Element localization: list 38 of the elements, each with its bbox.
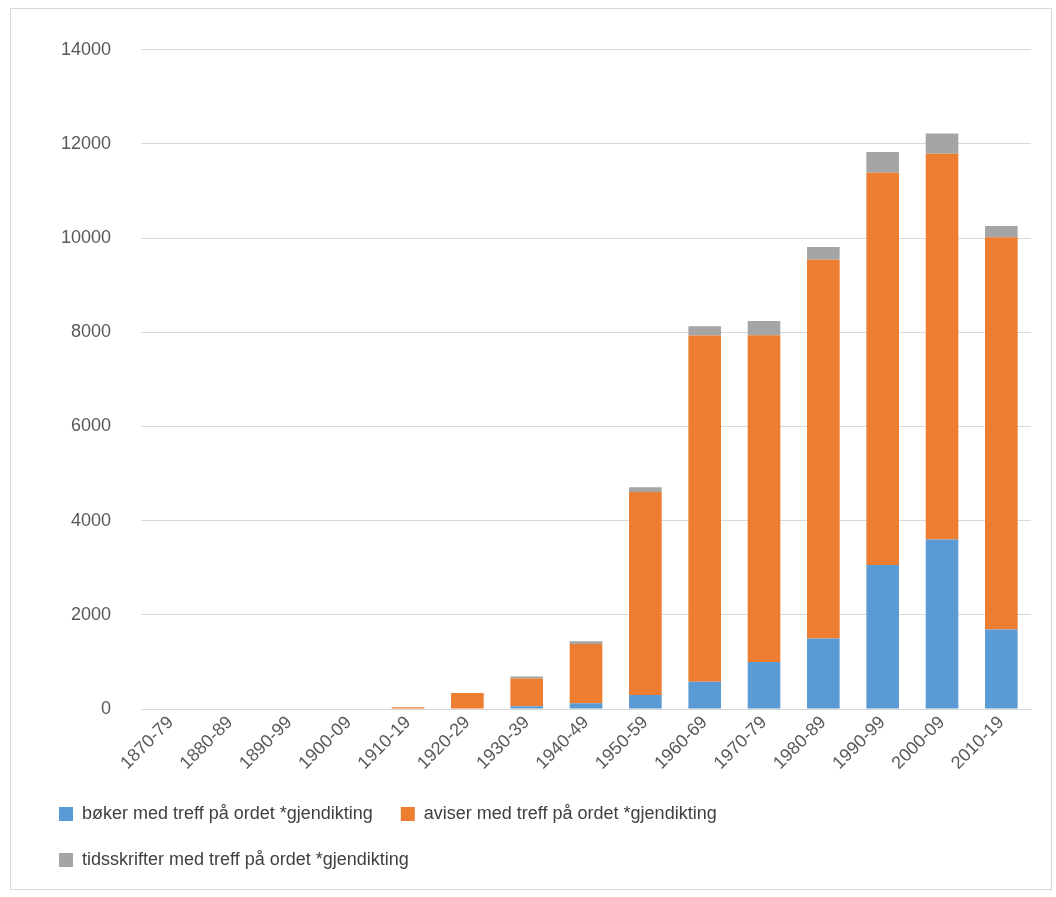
y-tick-label: 12000 (60, 132, 112, 153)
bar (747, 321, 781, 336)
bar (866, 172, 899, 565)
bar (629, 487, 662, 492)
bar (866, 151, 899, 173)
y-tick-label: 4000 (71, 509, 112, 530)
y-tick-label: 6000 (71, 415, 112, 436)
bar (985, 237, 1018, 630)
bar (807, 259, 840, 639)
bar (925, 539, 959, 709)
legend-label: aviser med treff på ordet *gjendikting (423, 802, 717, 823)
bar (569, 703, 603, 709)
bar (866, 564, 899, 709)
bar (985, 629, 1018, 709)
y-tick-label: 14000 (60, 38, 112, 59)
bar (629, 694, 662, 709)
bar (451, 693, 484, 709)
bar (569, 644, 603, 704)
bar (985, 225, 1018, 238)
bar (688, 681, 721, 709)
bar (569, 641, 603, 645)
bar (807, 247, 840, 260)
bar (925, 133, 959, 154)
y-tick-label: 2000 (71, 603, 112, 624)
y-tick-label: 10000 (60, 227, 112, 248)
bar (925, 153, 959, 540)
legend-label: tidsskrifter med treff på ordet *gjendikting (82, 848, 409, 869)
bar (747, 661, 781, 709)
y-tick-label: 8000 (71, 321, 112, 342)
bar (747, 335, 781, 662)
bar (807, 638, 840, 709)
legend-label: bøker med treff på ordet *gjendikting (82, 802, 373, 823)
bar (688, 335, 721, 682)
bar (688, 326, 721, 336)
bar (510, 706, 544, 709)
bar (510, 678, 544, 707)
bar (629, 491, 662, 695)
y-tick-label: 0 (101, 697, 112, 718)
